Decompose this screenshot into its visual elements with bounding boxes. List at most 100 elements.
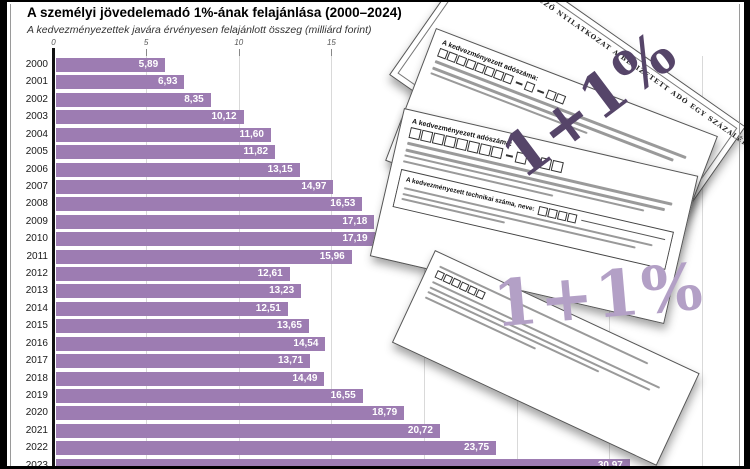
- value-bar: 23,75: [56, 441, 497, 456]
- bar-row: 2004 11,60: [0, 127, 750, 142]
- year-label: 2020: [25, 407, 48, 419]
- bar-row: 2021 20,72: [0, 423, 750, 438]
- value-label: 12,51: [255, 302, 281, 314]
- value-label: 8,35: [184, 93, 204, 105]
- year-label: 2011: [26, 250, 48, 262]
- year-label: 2009: [25, 215, 48, 227]
- value-bar: 17,19: [56, 232, 375, 247]
- bar-row: 2006 13,15: [0, 162, 750, 177]
- page-subtitle: A kedvezményezettek javára érvényesen fe…: [27, 24, 372, 36]
- gridline: [702, 56, 704, 466]
- bar-row: 2008 16,53: [0, 197, 750, 212]
- frame-border-bottom: [0, 466, 750, 469]
- bar-row: 2016 14,54: [0, 336, 750, 351]
- value-label: 12,61: [257, 268, 283, 280]
- year-label: 2015: [25, 320, 48, 332]
- page-title: A személyi jövedelemadó 1%-ának felajánl…: [27, 5, 402, 20]
- value-bar: 13,15: [56, 162, 300, 177]
- bar-row: 2022 23,75: [0, 441, 750, 456]
- form-checkbox: [523, 81, 536, 93]
- value-label: 16,55: [330, 389, 356, 401]
- value-label: 23,75: [464, 442, 490, 454]
- y-axis-line: [52, 48, 55, 466]
- frame-border-top: [0, 0, 750, 2]
- value-bar: 13,71: [56, 354, 311, 369]
- value-label: 5,89: [138, 59, 159, 70]
- year-label: 2016: [25, 337, 48, 349]
- one-plus-one-percent-stamp-light: 1+1%: [490, 249, 708, 343]
- value-bar: 14,97: [56, 179, 334, 194]
- value-label: 11,60: [239, 128, 264, 140]
- value-bar: 5,89: [56, 58, 166, 72]
- year-label: 2013: [25, 285, 48, 297]
- value-label: 13,65: [276, 320, 302, 332]
- value-bar: 14,49: [56, 371, 325, 386]
- bar-row: 2014 12,51: [0, 301, 750, 316]
- x-tick-label: 0: [51, 38, 56, 47]
- frame-inner-line-left: [10, 4, 11, 466]
- form-checkbox: [475, 289, 486, 300]
- bar-row: 2019 16,55: [0, 388, 750, 403]
- value-bar: 14,54: [56, 336, 326, 351]
- year-label: 2004: [25, 128, 48, 140]
- year-label: 2018: [25, 372, 48, 384]
- value-bar: 8,35: [56, 92, 211, 107]
- value-bar: 16,55: [56, 388, 363, 403]
- value-label: 20,72: [407, 424, 433, 436]
- value-bar: 13,23: [56, 284, 302, 299]
- value-bar: 16,53: [56, 197, 363, 212]
- box-separator-dash: [515, 80, 523, 86]
- value-label: 16,53: [330, 198, 356, 210]
- form-checkbox: [566, 212, 578, 224]
- bar-row: 2000 5,89: [0, 58, 750, 72]
- year-label: 2000: [25, 59, 48, 70]
- year-label: 2010: [25, 233, 48, 245]
- x-tick-label: 10: [234, 38, 244, 47]
- frame-border-left: [0, 0, 7, 469]
- box-separator-dash: [537, 89, 545, 94]
- year-label: 2012: [25, 268, 48, 280]
- x-tick-label: 5: [143, 38, 149, 47]
- x-tick-label: 15: [326, 38, 336, 47]
- year-label: 2006: [25, 163, 48, 175]
- year-label: 2007: [25, 180, 48, 192]
- value-label: 14,54: [293, 337, 319, 349]
- value-bar: 11,60: [56, 127, 271, 142]
- bar-row: 2018 14,49: [0, 371, 750, 386]
- year-label: 2019: [25, 389, 48, 401]
- value-label: 17,18: [342, 215, 368, 227]
- bar-row: 2001 6,93: [0, 75, 750, 90]
- bar-row: 2012 12,61: [0, 267, 750, 282]
- value-label: 30,97: [597, 459, 623, 469]
- year-label: 2023: [25, 459, 48, 469]
- year-label: 2021: [25, 424, 48, 436]
- bar-row: 2010 17,19: [0, 232, 750, 247]
- x-tick-mark: [238, 49, 240, 56]
- x-tick-mark: [331, 49, 333, 56]
- bar-row: 2011 15,96: [0, 249, 750, 264]
- x-tick-mark: [146, 49, 148, 56]
- year-label: 2022: [25, 442, 48, 454]
- value-label: 13,23: [269, 285, 295, 297]
- bar-row: 2005 11,82: [0, 145, 750, 160]
- year-label: 2005: [25, 146, 48, 158]
- frame-border-right: [744, 0, 750, 469]
- bar-row: 2015 13,65: [0, 319, 750, 334]
- value-label: 18,79: [372, 407, 398, 419]
- bar-row: 2009 17,18: [0, 214, 750, 229]
- year-label: 2014: [25, 302, 48, 314]
- frame-inner-line-right: [739, 4, 740, 466]
- value-bar: 17,18: [56, 214, 375, 229]
- value-bar: 6,93: [56, 75, 185, 90]
- value-label: 15,96: [319, 250, 345, 262]
- value-label: 14,97: [301, 180, 327, 192]
- bar-row: 2007 14,97: [0, 179, 750, 194]
- value-label: 14,49: [292, 372, 318, 384]
- value-bar: 13,65: [56, 319, 309, 334]
- year-label: 2008: [25, 198, 48, 210]
- value-bar: 30,97: [56, 458, 630, 469]
- value-label: 11,82: [243, 146, 269, 158]
- value-bar: 15,96: [56, 249, 352, 264]
- value-label: 17,19: [342, 233, 368, 245]
- value-label: 10,12: [211, 111, 237, 123]
